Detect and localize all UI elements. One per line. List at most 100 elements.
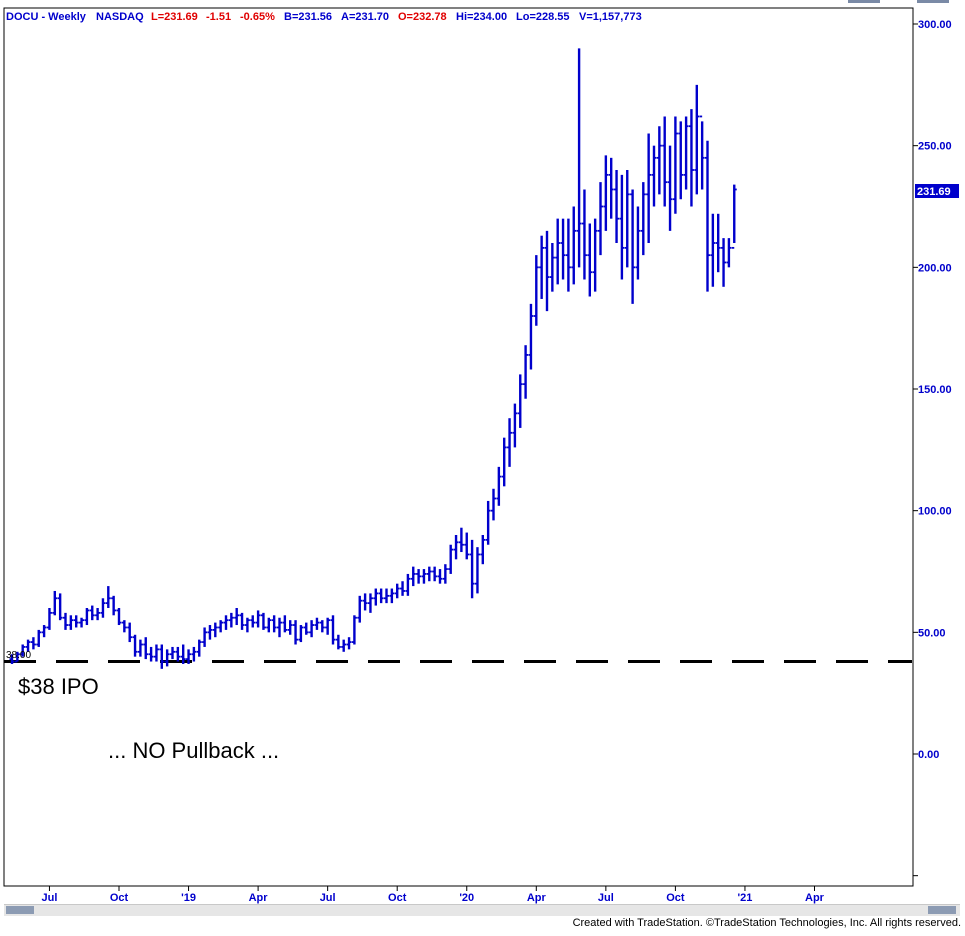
ohlc-bar [731,184,737,249]
ohlc-bar [282,615,288,633]
ohlc-bar [287,620,293,635]
ohlc-bar [560,218,566,280]
ohlc-bar [533,255,539,326]
ohlc-bar [255,610,261,628]
ohlc-bar [191,646,197,662]
ohlc-bar [410,566,416,587]
ohlc-bar [260,612,266,630]
ohlc-bar [389,588,395,604]
ohlc-bar [63,612,68,630]
ohlc-bar [608,157,614,219]
x-tick-label: Jul [598,892,614,904]
ohlc-bar [244,617,250,633]
ohlc-bar [640,182,646,256]
ohlc-bar [228,612,234,628]
annotation-ipo: $38 IPO [18,674,99,699]
ohlc-bar [619,174,625,280]
ohlc-bar [458,527,464,553]
ohlc-bar [196,639,202,657]
header-bid: B=231.56 [284,11,332,23]
horizontal-scrollbar[interactable] [4,904,960,916]
footer-credit: Created with TradeStation. ©TradeStation… [572,917,961,929]
ohlc-bar [277,617,282,638]
x-tick-label: Jul [41,892,57,904]
header-low: Lo=228.55 [516,11,570,23]
last-price-box [915,184,959,198]
ohlc-bar [549,243,555,292]
ohlc-bar [426,566,432,582]
ohlc-bar [46,608,52,630]
ohlc-bar [474,547,480,594]
ohlc-bar [293,620,299,645]
ohlc-bar [517,374,523,428]
ohlc-bar [143,637,149,660]
ohlc-bar [416,569,422,584]
ohlc-bar [528,303,534,370]
ohlc-bar [271,615,277,633]
x-tick-label: Apr [805,892,825,904]
ohlc-bar [127,622,133,643]
ohlc-bar [384,588,389,604]
ohlc-bar [662,116,668,207]
y-tick-label: 100.00 [918,506,952,518]
ohlc-bar [437,569,443,584]
ohlc-bar [491,488,496,521]
ohlc-bar [362,593,368,611]
ohlc-bar [314,617,320,630]
scrollbar-thumb-left[interactable] [6,906,34,914]
ohlc-bar [592,218,598,292]
ohlc-bar [303,622,309,635]
ohlc-bar [539,235,545,299]
ohlc-bar [367,593,373,613]
ohlc-bar [721,238,727,287]
ohlc-bar [212,622,218,638]
header-symbol: DOCU - Weekly [6,11,87,23]
ohlc-bar [223,615,229,630]
ohlc-bar [335,634,341,650]
x-tick-label: '19 [181,892,196,904]
ohlc-bar [325,617,331,635]
ohlc-bar [175,646,181,662]
ohlc-bar [394,583,400,599]
ohlc-bar [496,466,502,506]
ohlc-bar [95,608,101,621]
ohlc-bar [132,634,138,657]
ohlc-bar [710,213,716,287]
ohlc-bar [250,615,256,628]
x-tick-label: Oct [388,892,407,904]
header-exchange: NASDAQ [96,11,144,23]
header-last: L=231.69 [151,11,198,23]
ohlc-bar [159,644,165,669]
ohlc-bar [485,500,491,545]
ohlc-bar [715,213,721,273]
header-open: O=232.78 [398,11,447,23]
ohlc-bar [351,615,357,645]
ohlc-bar [20,644,26,657]
ohlc-bar [309,620,315,638]
ohlc-bar [507,418,513,467]
header-change: -1.51 [206,11,231,23]
ohlc-bar [89,605,95,621]
ohlc-bar [298,625,304,643]
ohlc-bar [469,539,475,599]
ohlc-bar [57,593,63,621]
ohlc-bar [116,608,122,626]
header-volume: V=1,157,773 [579,11,642,23]
panel-tab-right[interactable] [917,0,949,3]
ohlc-bar [330,615,336,645]
ohlc-bar [598,182,603,256]
ohlc-bar [202,627,208,647]
ohlc-bar [646,133,652,243]
scrollbar-thumb-right[interactable] [928,906,956,914]
ohlc-bar [341,639,347,652]
panel-tab-left[interactable] [848,0,880,3]
ohlc-bar [683,116,689,190]
ohlc-bar [603,155,609,231]
ohlc-bar [170,646,175,660]
ohlc-bar [137,639,143,657]
header-change-pct: -0.65% [240,11,275,23]
y-tick-label: 300.00 [918,19,952,31]
ohlc-bar [378,588,384,604]
ohlc-bar [432,566,438,582]
